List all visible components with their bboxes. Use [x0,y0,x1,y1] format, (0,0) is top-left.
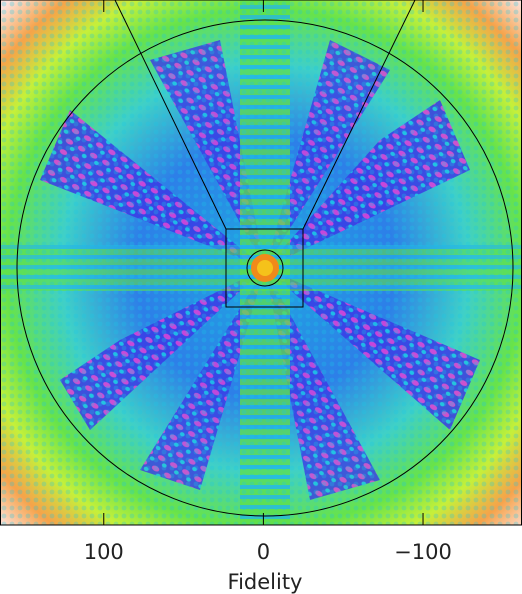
fidelity-image [0,0,522,525]
chart: Fidelity 100 0 −100 [0,0,522,594]
x-axis-label: Fidelity [228,570,303,594]
page: {"chart_data": {"type": "image", "xlabel… [0,0,522,594]
x-tick-label: 0 [257,540,270,564]
x-tick-label: 100 [84,540,124,564]
x-tick-label: −100 [394,540,452,564]
